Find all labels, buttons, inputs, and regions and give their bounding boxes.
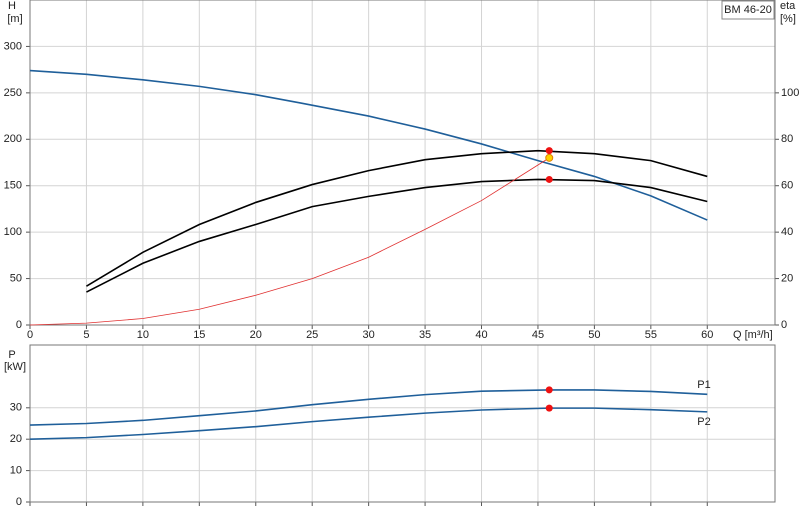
badge: BM 46-20	[724, 4, 772, 16]
y-unit: [kW]	[4, 361, 26, 373]
series-line	[29, 407, 708, 440]
y2-tick-label: 40	[781, 226, 793, 238]
y2-tick-label: 20	[781, 272, 793, 284]
y-tick-label: 30	[10, 402, 22, 414]
x-tick-label: 15	[193, 329, 205, 341]
y2-tick-label: 80	[781, 133, 793, 145]
plot-frame	[29, 0, 776, 326]
y-unit: [m]	[7, 13, 22, 25]
y2-tick-label: 0	[781, 319, 787, 331]
y-tick-label: 0	[16, 496, 22, 508]
x-tick-label: 45	[532, 329, 544, 341]
series-label: P2	[697, 416, 710, 428]
x-label: Q [m³/h]	[733, 329, 773, 341]
x-tick-label: 20	[250, 329, 262, 341]
y-tick-label: 0	[16, 319, 22, 331]
x-tick-label: 10	[137, 329, 149, 341]
y2-label: eta	[780, 0, 796, 12]
operating-point	[545, 386, 553, 394]
y2-tick-label: 60	[781, 180, 793, 192]
x-tick-label: 5	[83, 329, 89, 341]
operating-point	[545, 175, 553, 183]
y2-tick-label: 100	[781, 87, 799, 99]
y-tick-label: 100	[4, 226, 22, 238]
series-line	[29, 157, 550, 326]
series-label: P1	[697, 379, 710, 391]
x-tick-label: 40	[475, 329, 487, 341]
x-tick-label: 55	[645, 329, 657, 341]
x-tick-label: 50	[588, 329, 600, 341]
y-label: P	[8, 349, 15, 361]
y-tick-label: 200	[4, 133, 22, 145]
operating-point	[545, 147, 553, 155]
series-line	[86, 178, 708, 293]
x-tick-label: 0	[27, 329, 33, 341]
y-label: H	[8, 0, 16, 12]
x-tick-label: 35	[419, 329, 431, 341]
y-tick-label: 250	[4, 87, 22, 99]
x-tick-label: 30	[363, 329, 375, 341]
operating-point	[545, 404, 553, 412]
operating-point	[545, 153, 554, 162]
y-tick-label: 10	[10, 465, 22, 477]
plot-frame	[29, 344, 776, 503]
series-line	[86, 149, 708, 287]
x-tick-label: 60	[701, 329, 713, 341]
y-tick-label: 300	[4, 40, 22, 52]
series-line	[29, 389, 708, 426]
series-line	[29, 69, 708, 221]
y2-unit: [%]	[780, 13, 796, 25]
x-tick-label: 25	[306, 329, 318, 341]
badge-box	[721, 0, 775, 20]
y-tick-label: 50	[10, 272, 22, 284]
y-tick-label: 150	[4, 180, 22, 192]
y-tick-label: 20	[10, 433, 22, 445]
